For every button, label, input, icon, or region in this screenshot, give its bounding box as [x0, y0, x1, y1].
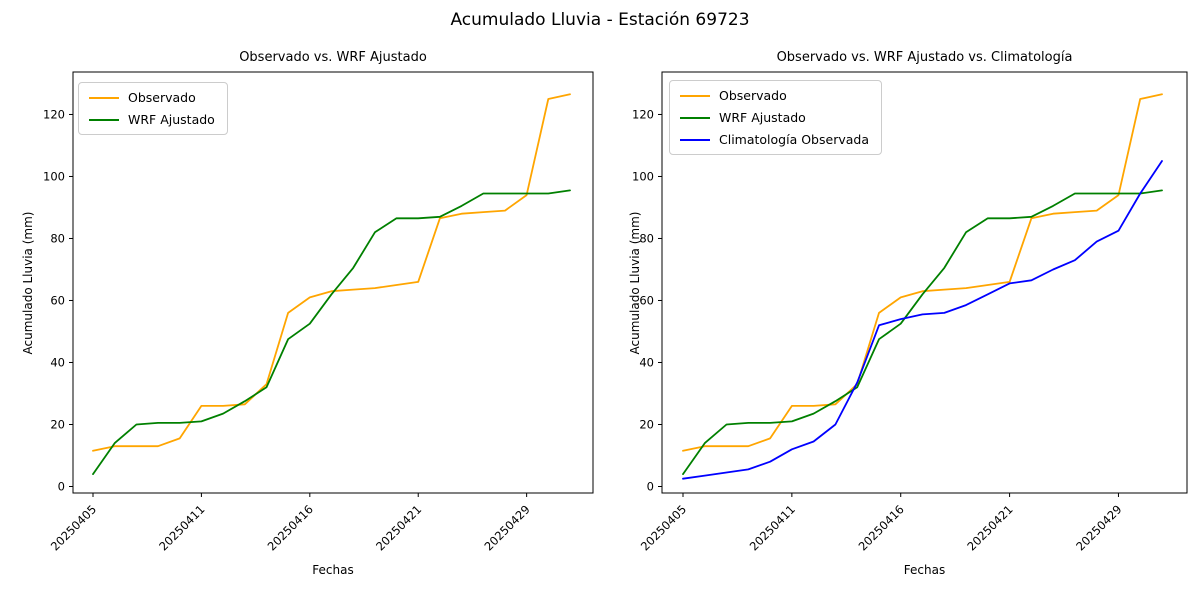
- left-subplot-title: Observado vs. WRF Ajustado: [239, 50, 427, 65]
- y-tick-label: 0: [647, 479, 654, 493]
- right-x-axis-label: Fechas: [903, 563, 946, 577]
- right-subplot-title: Observado vs. WRF Ajustado vs. Climatolo…: [776, 50, 1073, 65]
- y-tick-label: 120: [632, 107, 654, 121]
- y-tick-label: 80: [50, 231, 65, 245]
- legend-line-swatch: [89, 118, 119, 121]
- legend-item-wrf-ajustado: WRF Ajustado: [89, 112, 215, 127]
- y-tick-label: 100: [43, 169, 65, 183]
- right-chart-canvas: 0 20 40 60 80 100 120 20250405 20250411 20250416 2…: [632, 71, 1188, 554]
- x-tick-label: 20250405: [48, 502, 99, 553]
- x-tick-label: 20250405: [638, 502, 689, 553]
- right-legend: Observado WRF Ajustado Climatología Observ…: [669, 80, 882, 155]
- x-tick-label: 20250416: [856, 502, 907, 553]
- legend-item-climatolog-a-observada: Climatología Observada: [680, 132, 869, 147]
- series-line-observado: [682, 93, 1163, 452]
- x-tick-label: 20250429: [1073, 502, 1124, 553]
- left-subplot: Observado vs. WRF Ajustado Acumulado Llu…: [21, 50, 594, 577]
- x-tick-label: 20250429: [481, 502, 532, 553]
- x-tick-label: 20250421: [373, 502, 424, 553]
- x-tick-label: 20250421: [964, 502, 1015, 553]
- legend-label: Observado: [719, 88, 787, 103]
- series-line-wrf-ajustado: [92, 189, 571, 476]
- legend-line-swatch: [680, 94, 710, 97]
- legend-label: Climatología Observada: [719, 132, 869, 147]
- y-tick-label: 20: [50, 417, 65, 431]
- figure-title: Acumulado Lluvia - Estación 69723: [450, 10, 750, 30]
- y-tick-label: 100: [632, 169, 654, 183]
- legend-line-swatch: [89, 96, 119, 99]
- legend-line-swatch: [680, 138, 710, 141]
- legend-label: Observado: [128, 90, 196, 105]
- left-x-axis-label: Fechas: [312, 563, 354, 577]
- y-tick-label: 60: [639, 293, 654, 307]
- legend-line-swatch: [680, 116, 710, 119]
- y-tick-label: 80: [639, 231, 654, 245]
- y-tick-label: 120: [43, 107, 65, 121]
- axes-spines: [661, 71, 1188, 494]
- legend-item-observado: Observado: [89, 90, 215, 105]
- left-chart-canvas: 0 20 40 60 80 100 120 20250405 20250411 20250416 2…: [43, 71, 594, 554]
- x-tick-label: 20250416: [265, 502, 316, 553]
- y-tick-label: 60: [50, 293, 65, 307]
- left-legend: Observado WRF Ajustado: [78, 82, 228, 135]
- right-subplot: Observado vs. WRF Ajustado vs. Climatolo…: [600, 0, 1200, 600]
- y-tick-label: 0: [58, 479, 65, 493]
- series-line-observado: [92, 93, 571, 452]
- y-tick-label: 20: [639, 417, 654, 431]
- axes-spines: [72, 71, 594, 494]
- x-tick-label: 20250411: [747, 502, 798, 553]
- legend-label: WRF Ajustado: [719, 110, 806, 125]
- y-tick-label: 40: [639, 355, 654, 369]
- legend-label: WRF Ajustado: [128, 112, 215, 127]
- legend-item-observado: Observado: [680, 88, 869, 103]
- x-tick-label: 20250411: [156, 502, 207, 553]
- series-line-climatolog-a-observada: [682, 160, 1163, 480]
- legend-item-wrf-ajustado: WRF Ajustado: [680, 110, 869, 125]
- series-line-wrf-ajustado: [682, 189, 1163, 476]
- y-tick-label: 40: [50, 355, 65, 369]
